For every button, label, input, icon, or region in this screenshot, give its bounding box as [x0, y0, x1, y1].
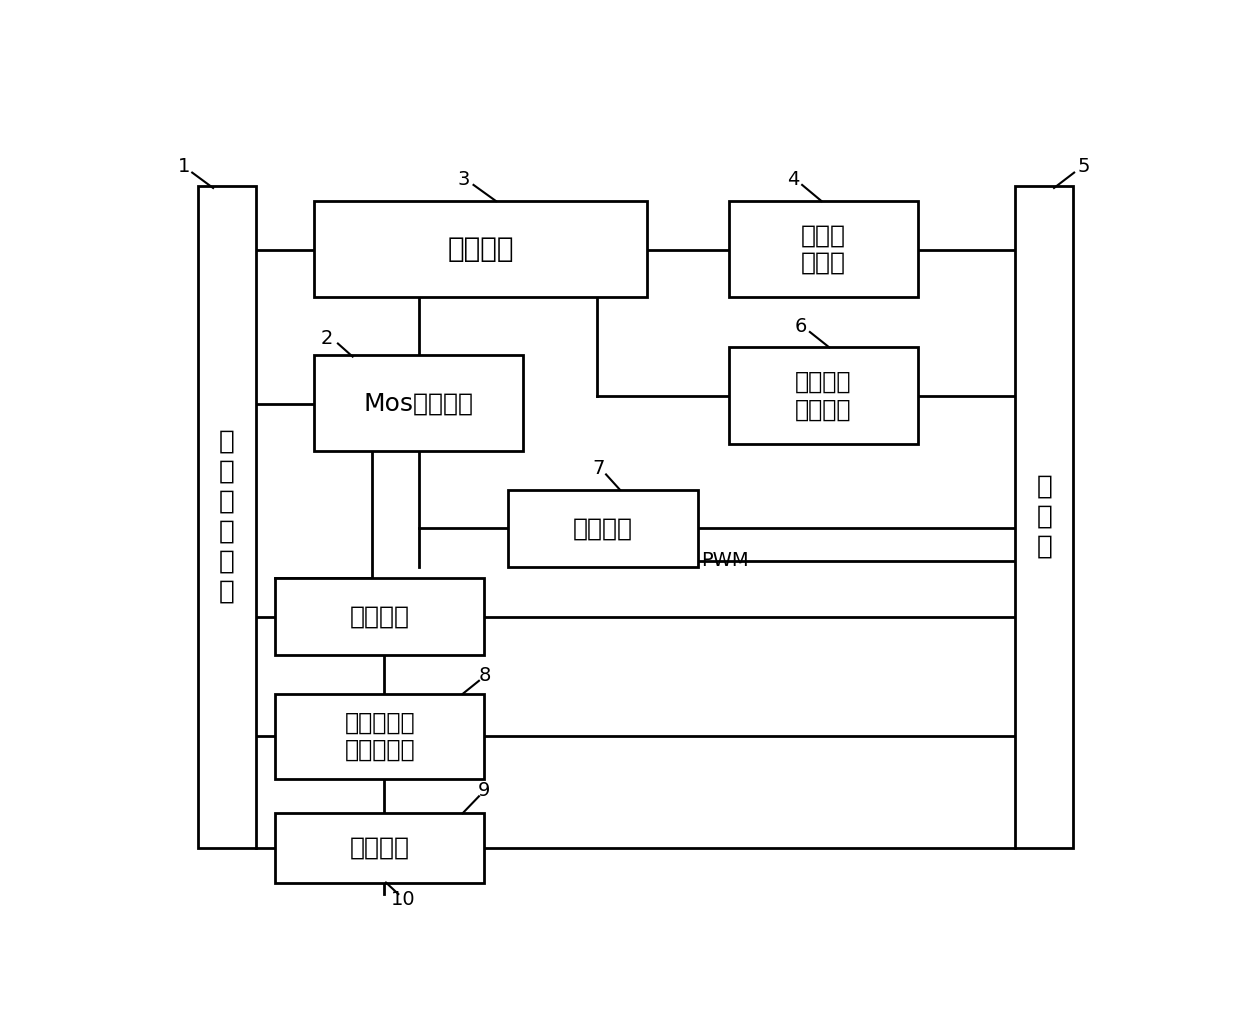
Bar	[729, 347, 919, 444]
Text: 电流检
测模块: 电流检 测模块	[801, 223, 846, 275]
Bar	[314, 201, 647, 298]
Bar	[314, 355, 523, 451]
Text: 太阳能板电
压检测模块: 太阳能板电 压检测模块	[345, 710, 415, 762]
Text: 2: 2	[321, 329, 334, 347]
Text: PWM: PWM	[702, 551, 749, 570]
Text: 3: 3	[458, 170, 470, 189]
Text: 单
片
机: 单 片 机	[1037, 474, 1053, 559]
Bar	[275, 578, 485, 656]
Text: 6: 6	[795, 317, 807, 336]
Text: 限压模块: 限压模块	[573, 516, 632, 541]
Bar	[1016, 186, 1074, 848]
Bar	[275, 813, 485, 883]
Text: Mos驱动模块: Mos驱动模块	[363, 391, 474, 416]
Text: 7: 7	[593, 459, 604, 478]
Text: 5: 5	[1078, 157, 1090, 176]
Text: 输出电压
检测模块: 输出电压 检测模块	[795, 369, 852, 422]
Text: 4: 4	[786, 170, 799, 189]
Bar	[729, 201, 919, 298]
Text: 10: 10	[391, 890, 415, 909]
Text: 太
阳
能
电
池
板: 太 阳 能 电 池 板	[218, 429, 234, 605]
Bar	[275, 694, 485, 779]
Text: 复位模块: 复位模块	[350, 605, 409, 629]
Text: 8: 8	[479, 666, 491, 685]
Bar	[507, 490, 697, 567]
Bar	[197, 186, 255, 848]
Text: 1: 1	[179, 157, 191, 176]
Text: 电源模块: 电源模块	[350, 835, 409, 860]
Text: 9: 9	[479, 782, 491, 800]
Text: 输出模块: 输出模块	[448, 235, 513, 264]
